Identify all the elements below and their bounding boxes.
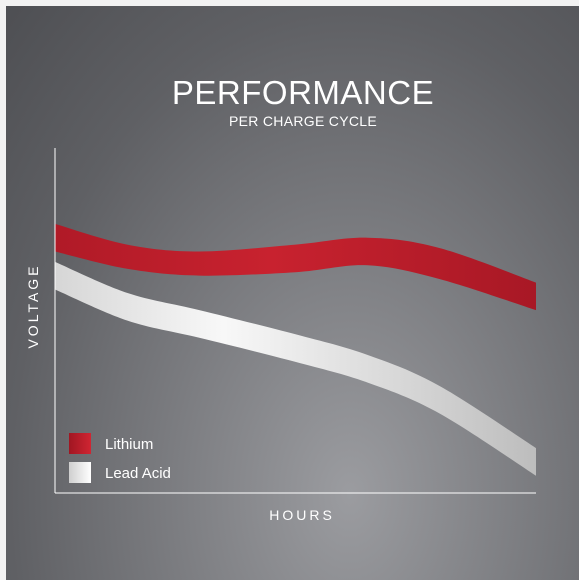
legend-swatch-lithium xyxy=(69,433,91,454)
chart-subtitle: PER CHARGE CYCLE xyxy=(229,113,377,129)
lithium-band xyxy=(55,223,536,311)
x-axis-label: HOURS xyxy=(269,507,335,523)
lead-acid-band xyxy=(55,261,536,476)
legend-item-lithium: Lithium xyxy=(69,433,153,454)
legend-label-lead-acid: Lead Acid xyxy=(105,465,171,482)
legend-swatch-lead-acid xyxy=(69,462,91,483)
legend-item-lead-acid: Lead Acid xyxy=(69,462,171,483)
chart-title: PERFORMANCE xyxy=(171,74,435,111)
legend: Lithium Lead Acid xyxy=(69,433,171,483)
legend-label-lithium: Lithium xyxy=(105,436,153,453)
